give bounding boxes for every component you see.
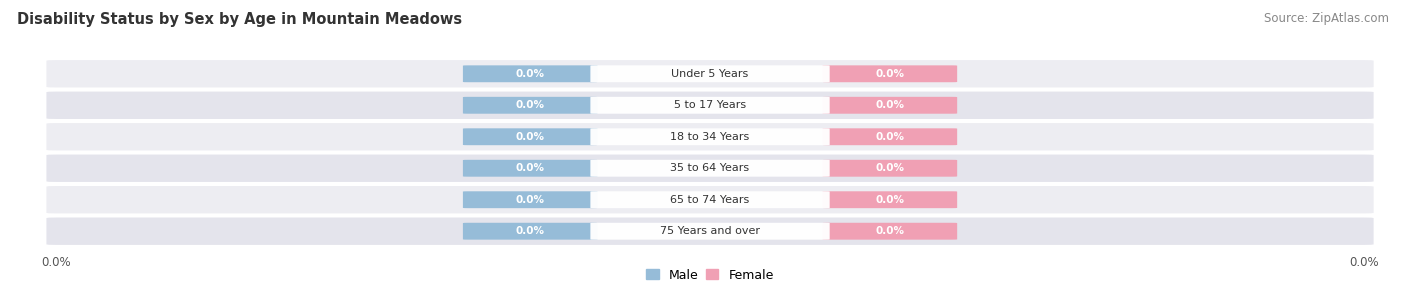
Legend: Male, Female: Male, Female: [641, 264, 779, 287]
Text: 0.0%: 0.0%: [516, 100, 544, 110]
Text: Disability Status by Sex by Age in Mountain Meadows: Disability Status by Sex by Age in Mount…: [17, 12, 463, 27]
FancyBboxPatch shape: [823, 191, 957, 208]
FancyBboxPatch shape: [591, 191, 830, 208]
Text: 35 to 64 Years: 35 to 64 Years: [671, 163, 749, 173]
FancyBboxPatch shape: [591, 160, 830, 177]
FancyBboxPatch shape: [823, 160, 957, 177]
FancyBboxPatch shape: [823, 97, 957, 114]
FancyBboxPatch shape: [823, 65, 957, 82]
Text: 0.0%: 0.0%: [876, 226, 904, 236]
FancyBboxPatch shape: [463, 191, 598, 208]
Text: 0.0%: 0.0%: [876, 163, 904, 173]
Text: 0.0%: 0.0%: [516, 226, 544, 236]
Text: 0.0%: 0.0%: [516, 163, 544, 173]
Text: 0.0%: 0.0%: [876, 100, 904, 110]
Text: 0.0%: 0.0%: [516, 69, 544, 79]
FancyBboxPatch shape: [46, 92, 1374, 119]
Text: Source: ZipAtlas.com: Source: ZipAtlas.com: [1264, 12, 1389, 25]
Text: 0.0%: 0.0%: [516, 132, 544, 142]
Text: 0.0%: 0.0%: [876, 195, 904, 205]
FancyBboxPatch shape: [46, 217, 1374, 245]
Text: 18 to 34 Years: 18 to 34 Years: [671, 132, 749, 142]
FancyBboxPatch shape: [463, 160, 598, 177]
FancyBboxPatch shape: [463, 128, 598, 145]
FancyBboxPatch shape: [463, 97, 598, 114]
Text: 75 Years and over: 75 Years and over: [659, 226, 761, 236]
Text: 0.0%: 0.0%: [876, 132, 904, 142]
Text: Under 5 Years: Under 5 Years: [672, 69, 748, 79]
FancyBboxPatch shape: [591, 223, 830, 240]
FancyBboxPatch shape: [46, 123, 1374, 150]
Text: 65 to 74 Years: 65 to 74 Years: [671, 195, 749, 205]
FancyBboxPatch shape: [823, 223, 957, 240]
FancyBboxPatch shape: [463, 223, 598, 240]
FancyBboxPatch shape: [463, 65, 598, 82]
FancyBboxPatch shape: [46, 186, 1374, 213]
FancyBboxPatch shape: [46, 60, 1374, 88]
FancyBboxPatch shape: [823, 128, 957, 145]
Text: 0.0%: 0.0%: [876, 69, 904, 79]
Text: 5 to 17 Years: 5 to 17 Years: [673, 100, 747, 110]
FancyBboxPatch shape: [591, 128, 830, 145]
FancyBboxPatch shape: [591, 65, 830, 82]
Text: 0.0%: 0.0%: [516, 195, 544, 205]
FancyBboxPatch shape: [591, 97, 830, 114]
FancyBboxPatch shape: [46, 155, 1374, 182]
